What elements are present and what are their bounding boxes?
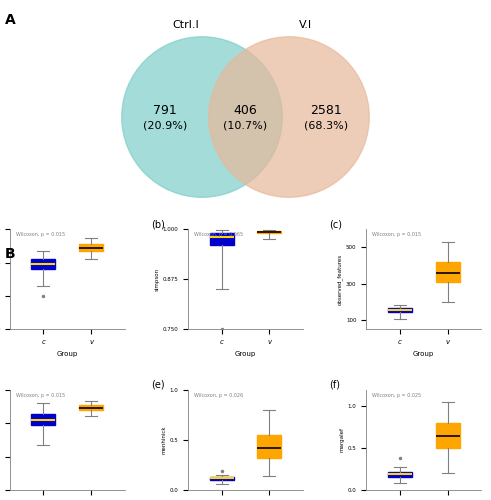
Y-axis label: observed_features: observed_features xyxy=(337,254,343,305)
Text: (b): (b) xyxy=(151,219,165,229)
Text: Wilcoxon, p = 0.015: Wilcoxon, p = 0.015 xyxy=(372,232,421,237)
PathPatch shape xyxy=(210,477,234,480)
Text: (c): (c) xyxy=(329,219,342,229)
X-axis label: Group: Group xyxy=(413,350,435,356)
Text: B: B xyxy=(5,248,16,262)
Text: Ctrl.I: Ctrl.I xyxy=(172,20,199,30)
Text: 791: 791 xyxy=(153,104,177,117)
Y-axis label: margalef: margalef xyxy=(340,428,345,452)
Circle shape xyxy=(209,37,369,198)
Text: (10.7%): (10.7%) xyxy=(223,120,268,130)
Text: V.I: V.I xyxy=(299,20,312,30)
X-axis label: Group: Group xyxy=(56,350,78,356)
PathPatch shape xyxy=(31,414,55,426)
PathPatch shape xyxy=(257,435,281,458)
Y-axis label: simpson: simpson xyxy=(155,268,160,291)
Text: Wilcoxon, p = 0.025: Wilcoxon, p = 0.025 xyxy=(372,392,421,398)
Text: A: A xyxy=(5,12,16,26)
PathPatch shape xyxy=(210,233,234,245)
Circle shape xyxy=(122,37,282,198)
Text: 406: 406 xyxy=(234,104,257,117)
PathPatch shape xyxy=(388,308,412,312)
PathPatch shape xyxy=(388,472,412,476)
PathPatch shape xyxy=(436,423,460,448)
PathPatch shape xyxy=(79,406,103,409)
Text: 2581: 2581 xyxy=(310,104,342,117)
Text: Wilcoxon, p = 0.065: Wilcoxon, p = 0.065 xyxy=(194,232,243,237)
PathPatch shape xyxy=(257,230,281,233)
Text: Wilcoxon, p = 0.026: Wilcoxon, p = 0.026 xyxy=(194,392,243,398)
Text: Wilcoxon, p = 0.015: Wilcoxon, p = 0.015 xyxy=(16,232,65,237)
Text: (e): (e) xyxy=(151,380,165,390)
Text: (68.3%): (68.3%) xyxy=(304,120,348,130)
Text: (f): (f) xyxy=(329,380,340,390)
PathPatch shape xyxy=(79,244,103,251)
PathPatch shape xyxy=(31,259,55,270)
PathPatch shape xyxy=(436,262,460,282)
X-axis label: Group: Group xyxy=(235,350,256,356)
Text: Wilcoxon, p = 0.015: Wilcoxon, p = 0.015 xyxy=(16,392,65,398)
Y-axis label: menhinick: menhinick xyxy=(162,426,167,454)
Text: (20.9%): (20.9%) xyxy=(143,120,188,130)
